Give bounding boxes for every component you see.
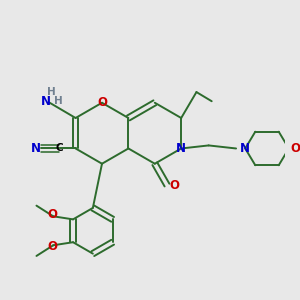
Text: N: N — [176, 142, 186, 155]
Text: O: O — [290, 142, 300, 155]
Text: N: N — [240, 142, 250, 155]
Text: O: O — [48, 208, 58, 221]
Text: N: N — [31, 142, 41, 155]
Text: O: O — [48, 240, 58, 253]
Text: C: C — [55, 143, 63, 154]
Text: O: O — [97, 96, 107, 109]
Text: N: N — [41, 95, 51, 108]
Text: O: O — [169, 178, 180, 192]
Text: H: H — [47, 87, 56, 97]
Text: H: H — [54, 96, 63, 106]
